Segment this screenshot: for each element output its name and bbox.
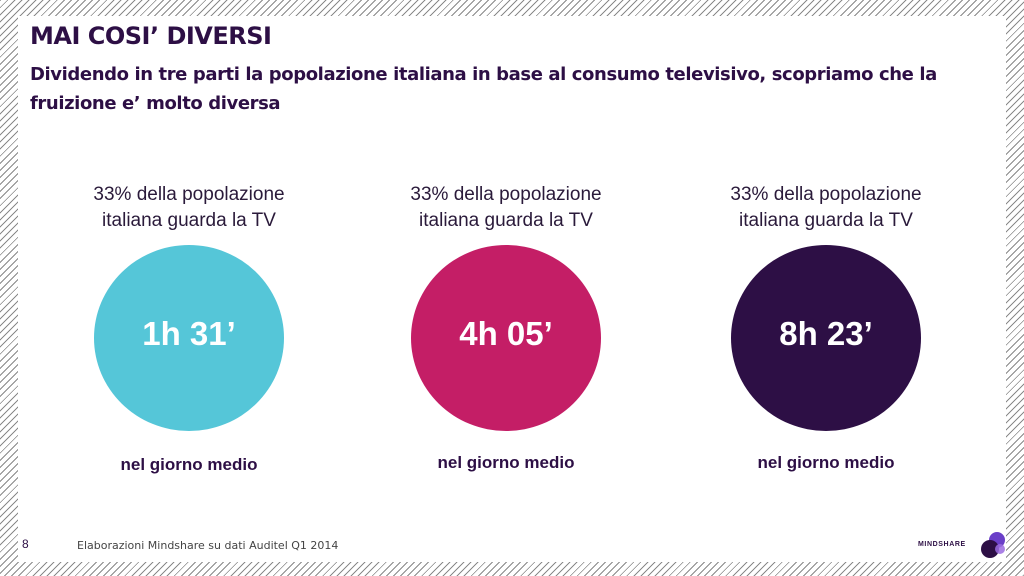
logo-wordmark: MINDSHARE: [918, 541, 966, 548]
viewing-time-circle: 8h 23’: [731, 245, 921, 431]
caption-line: italiana guarda la TV: [419, 210, 593, 231]
viewing-time-value: 1h 31’: [142, 315, 236, 352]
caption-line: 33% della popolazione: [93, 184, 285, 205]
daily-label: nel giorno medio: [757, 453, 895, 472]
viewing-time-value: 4h 05’: [459, 315, 553, 352]
daily-label: nel giorno medio: [120, 455, 258, 474]
group-medium: 33% della popolazione italiana guarda la…: [366, 182, 646, 482]
logo-circles-icon: [981, 532, 1005, 558]
caption-line: italiana guarda la TV: [102, 210, 276, 231]
group-caption: 33% della popolazione italiana guarda la…: [686, 182, 966, 234]
mindshare-logo: MINDSHARE: [918, 530, 1008, 560]
caption-line: 33% della popolazione: [410, 184, 602, 205]
slide-subtitle: Dividendo in tre parti la popolazione it…: [30, 64, 937, 114]
viewing-time-circle: 4h 05’: [411, 245, 601, 431]
caption-line: italiana guarda la TV: [739, 210, 913, 231]
caption-line: 33% della popolazione: [730, 184, 922, 205]
group-caption: 33% della popolazione italiana guarda la…: [49, 182, 329, 234]
group-low: 33% della popolazione italiana guarda la…: [49, 182, 329, 482]
viewing-time-circle: 1h 31’: [94, 245, 284, 431]
group-caption: 33% della popolazione italiana guarda la…: [366, 182, 646, 234]
group-high: 33% della popolazione italiana guarda la…: [686, 182, 966, 482]
slide-title: MAI COSI’ DIVERSI: [30, 22, 272, 50]
page-number: 8: [22, 537, 29, 551]
daily-label: nel giorno medio: [437, 453, 575, 472]
viewing-time-value: 8h 23’: [779, 315, 873, 352]
source-note: Elaborazioni Mindshare su dati Auditel Q…: [77, 539, 339, 552]
